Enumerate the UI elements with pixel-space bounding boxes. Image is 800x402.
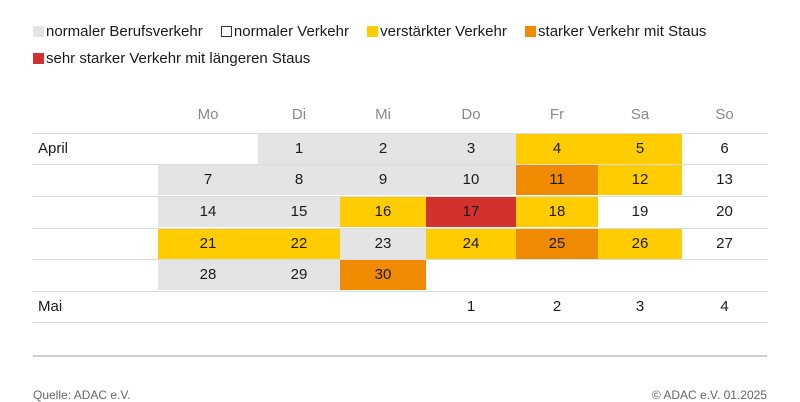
- swatch-icon: [33, 53, 44, 64]
- day-cell: 20: [682, 196, 767, 227]
- day-cell: 17: [426, 196, 516, 227]
- legend-item-normal: normaler Verkehr: [220, 18, 349, 45]
- day-cell: 10: [426, 164, 516, 195]
- weekday-header: Mo: [197, 106, 219, 123]
- day-cell: 27: [682, 228, 767, 259]
- weekday-header: So: [715, 106, 734, 123]
- row-divider: [33, 259, 767, 260]
- day-cell: 1: [426, 291, 516, 322]
- swatch-icon: [220, 26, 232, 37]
- day-cell: 2: [340, 133, 426, 164]
- weekday-header: Mi: [375, 106, 391, 123]
- month-label: Mai: [38, 298, 63, 315]
- weekday-header: Do: [461, 106, 481, 123]
- day-cell: 22: [258, 228, 340, 259]
- day-cell: 16: [340, 196, 426, 227]
- day-cell: 9: [340, 164, 426, 195]
- swatch-icon: [525, 26, 537, 37]
- day-cell: 15: [258, 196, 340, 227]
- day-cell: 7: [158, 164, 258, 195]
- day-cell: 3: [598, 291, 682, 322]
- day-cell: 26: [598, 228, 682, 259]
- day-cell: 23: [340, 228, 426, 259]
- day-cell: 1: [258, 133, 340, 164]
- day-cell: 13: [682, 164, 767, 195]
- day-cell: 8: [258, 164, 340, 195]
- day-cell: 24: [426, 228, 516, 259]
- table-bottom-rule: [33, 355, 767, 357]
- day-cell: 2: [516, 291, 598, 322]
- day-cell: 12: [598, 164, 682, 195]
- swatch-icon: [33, 26, 44, 37]
- swatch-icon: [367, 26, 379, 37]
- month-label: April: [38, 140, 69, 157]
- day-cell: 29: [258, 259, 340, 290]
- day-cell: 4: [682, 291, 767, 322]
- row-divider: [33, 164, 767, 165]
- day-cell: 6: [682, 133, 767, 164]
- legend-item-verstaerkt: verstärkter Verkehr: [367, 18, 507, 45]
- day-cell: 11: [516, 164, 598, 195]
- legend-item-stark: starker Verkehr mit Staus: [525, 18, 706, 45]
- weekday-header: Di: [291, 106, 307, 123]
- source-note: Quelle: ADAC e.V.: [33, 388, 131, 402]
- day-cell: 3: [426, 133, 516, 164]
- weekday-header: Sa: [630, 106, 650, 123]
- day-cell: 4: [516, 133, 598, 164]
- legend-item-berufsverkehr: normaler Berufsverkehr: [33, 18, 203, 45]
- day-cell: 30: [340, 259, 426, 290]
- row-divider: [33, 291, 767, 292]
- day-cell: 21: [158, 228, 258, 259]
- row-divider: [33, 322, 767, 323]
- weekday-header: Fr: [549, 106, 565, 123]
- day-cell: 28: [158, 259, 258, 290]
- legend-item-sehr-stark: sehr starker Verkehr mit längeren Staus: [33, 45, 310, 72]
- row-divider: [33, 228, 767, 229]
- copyright-note: © ADAC e.V. 01.2025: [651, 388, 767, 402]
- legend: normaler Berufsverkehr normaler Verkehr …: [33, 18, 773, 72]
- day-cell: 19: [598, 196, 682, 227]
- day-cell: 5: [598, 133, 682, 164]
- day-cell: 14: [158, 196, 258, 227]
- row-divider: [33, 133, 767, 134]
- day-cell: 25: [516, 228, 598, 259]
- day-cell: 18: [516, 196, 598, 227]
- row-divider: [33, 196, 767, 197]
